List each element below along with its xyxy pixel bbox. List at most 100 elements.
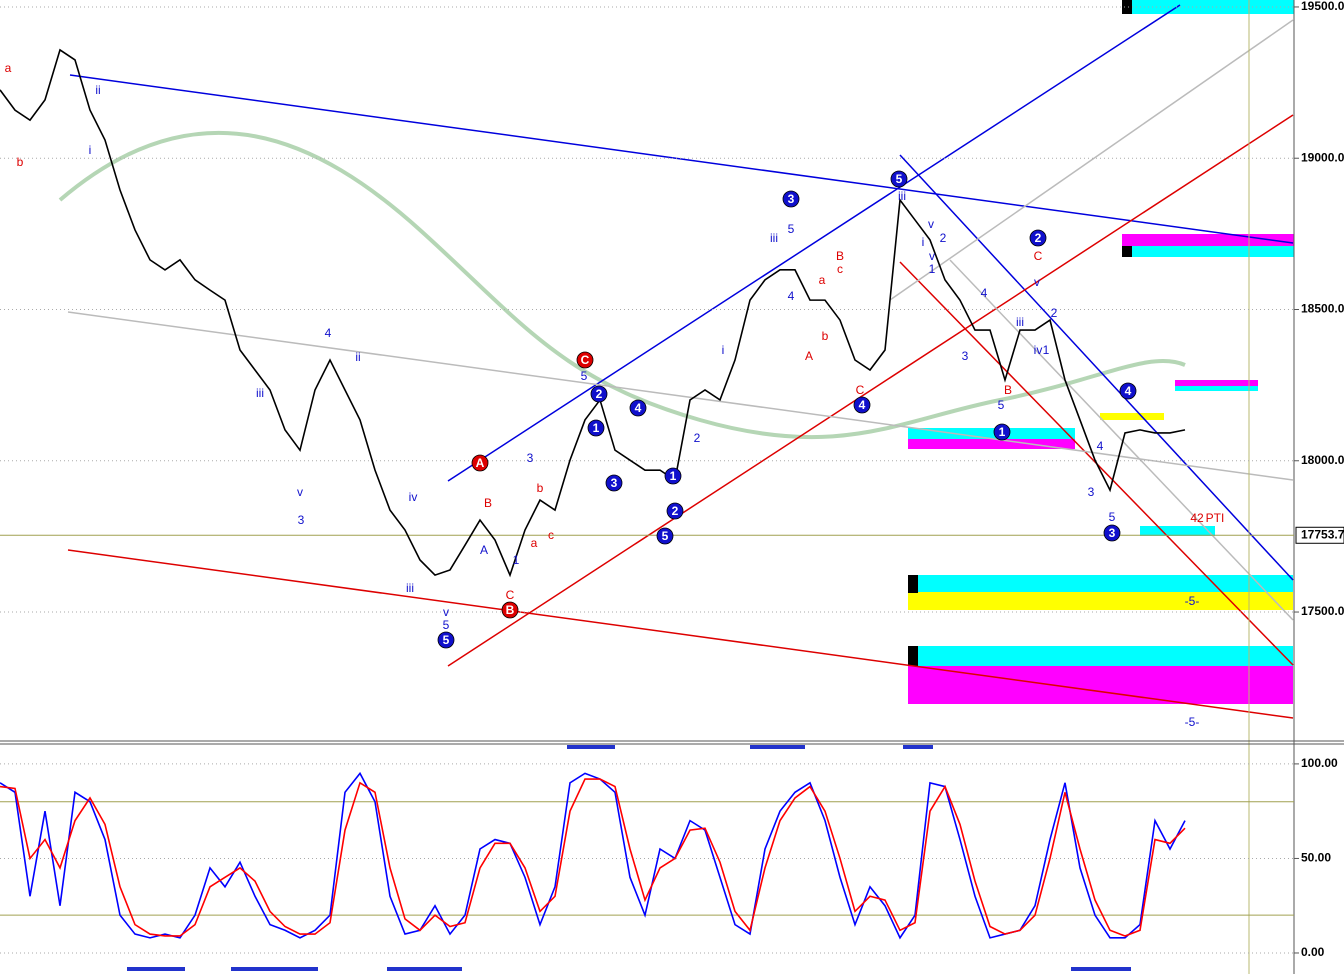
trend-line (949, 259, 1294, 621)
wave-label: i (89, 143, 92, 157)
wave-circle (664, 467, 682, 485)
time-markers (127, 745, 1131, 971)
zone (1140, 526, 1215, 536)
wave-label: 1 (593, 421, 600, 435)
wave-label: 1 (670, 469, 677, 483)
trend-line (447, 4, 1181, 482)
wave-label: B (1004, 383, 1012, 397)
trend-line (447, 114, 1294, 667)
wave-label: iii (1016, 315, 1024, 329)
wave-label: 5 (662, 529, 669, 543)
series-line (0, 778, 1186, 937)
wave-label: 42 (1190, 511, 1204, 525)
wave-label: 2 (1035, 231, 1042, 245)
trend-line (67, 311, 1294, 481)
wave-label: 5 (788, 222, 795, 236)
wave-label: 3 (962, 349, 969, 363)
wave-label: A (805, 349, 813, 363)
y-tick-label: 19000.0 (1301, 150, 1344, 164)
wave-circle (993, 423, 1011, 441)
zone (1100, 413, 1164, 420)
wave-circle (666, 502, 684, 520)
wave-circle (656, 527, 674, 545)
wave-label: 4 (1125, 384, 1132, 398)
wave-label: 5 (896, 172, 903, 186)
wave-label: 5 (581, 369, 588, 383)
series-line (0, 771, 1186, 940)
zones (908, 0, 1294, 704)
zone (1175, 386, 1258, 391)
wave-label: 4 (635, 401, 642, 415)
wave-label: 4 (325, 326, 332, 340)
wave-label: A (476, 456, 485, 470)
wave-label: 3 (527, 451, 534, 465)
wave-label: B (506, 603, 515, 617)
wave-label: A (480, 543, 488, 557)
wave-label: PTI (1206, 511, 1225, 525)
wave-label: 4 (1097, 439, 1104, 453)
wave-label: v (929, 249, 935, 263)
time-marker (750, 745, 805, 749)
wave-label: 2 (1051, 306, 1058, 320)
wave-circle (1119, 382, 1137, 400)
wave-label: iv (1034, 343, 1043, 357)
wave-label: 5 (443, 633, 450, 647)
wave-label: 2 (596, 387, 603, 401)
wave-circle (501, 601, 519, 619)
wave-label: 2 (940, 231, 947, 245)
moving-average (58, 130, 1186, 440)
zone (908, 666, 1293, 704)
wave-circle (437, 631, 455, 649)
wave-label: iii (256, 386, 264, 400)
wave-label: 4 (788, 289, 795, 303)
time-marker (903, 745, 933, 749)
price-label-box (1295, 526, 1344, 544)
wave-circle (853, 396, 871, 414)
zone-marker (1122, 0, 1132, 14)
wave-label: a (531, 536, 538, 550)
wave-label: iv (409, 490, 418, 504)
y-tick-label: 100.00 (1301, 756, 1338, 770)
zone (908, 592, 1293, 610)
y-tick-label: 18000.0 (1301, 453, 1344, 467)
wave-label: 4 (981, 286, 988, 300)
wave-label: B (484, 496, 492, 510)
zone (908, 575, 1293, 592)
wave-label: b (17, 155, 24, 169)
wave-label: 2 (694, 431, 701, 445)
wave-circle (605, 474, 623, 492)
wave-label: -5- (1185, 715, 1200, 729)
wave-label: 1 (999, 425, 1006, 439)
wave-circle (587, 419, 605, 437)
trend-line (899, 154, 1294, 581)
wave-circle (782, 190, 800, 208)
y-tick-label: 0.00 (1301, 945, 1325, 959)
wave-label: C (1034, 249, 1043, 263)
wave-label: v (1034, 275, 1040, 289)
wave-label: 4 (859, 398, 866, 412)
price-label: 17753.7 (1301, 527, 1344, 541)
wave-label: 1 (513, 553, 520, 567)
zone (908, 428, 1075, 439)
wave-label: iii (406, 581, 414, 595)
wave-circle (590, 385, 608, 403)
wave-label: 5 (998, 398, 1005, 412)
wave-label: a (819, 273, 826, 287)
zone-marker (908, 646, 918, 666)
y-tick-label: 19500.0 (1301, 0, 1344, 13)
wave-label: 3 (611, 476, 618, 490)
series-line (0, 48, 1186, 578)
wave-label: 3 (298, 513, 305, 527)
wave-label: c (548, 528, 554, 542)
wave-label: ii (95, 83, 100, 97)
wave-label: -5- (1185, 594, 1200, 608)
y-tick-label: 50.00 (1301, 851, 1331, 865)
trend-line (67, 549, 1294, 719)
wave-label: ii (355, 350, 360, 364)
wave-label: iii (898, 189, 906, 203)
wave-label: 1 (929, 262, 936, 276)
time-marker (1071, 967, 1131, 971)
wave-label: 3 (788, 192, 795, 206)
wave-label: iii (770, 231, 778, 245)
